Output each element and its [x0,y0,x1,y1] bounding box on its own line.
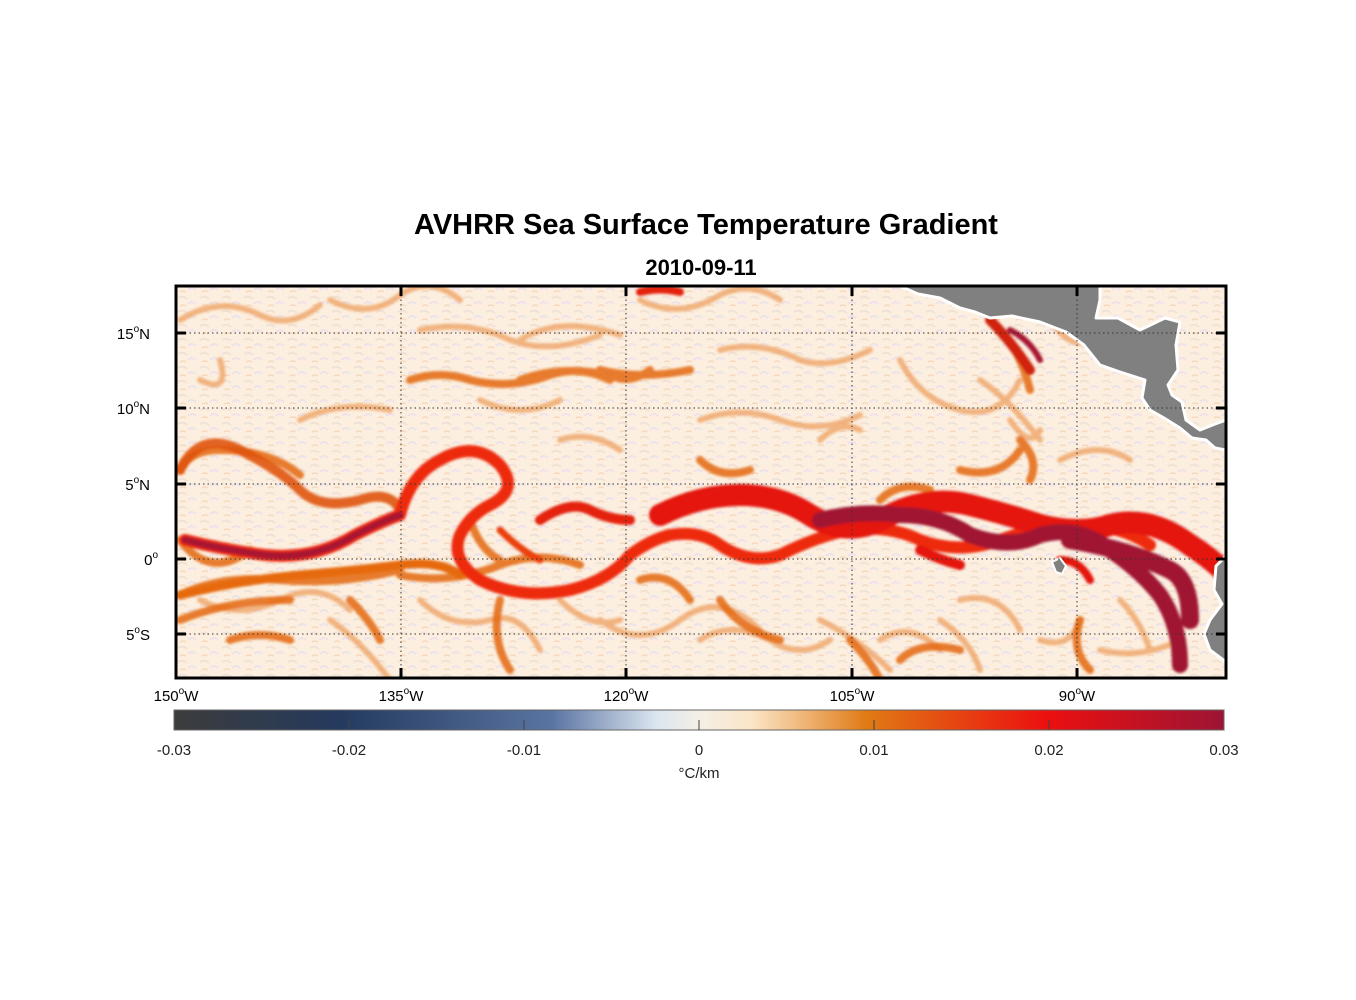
lon-tick-labels: 150oW 135oW 120oW 105oW 90oW [154,686,1096,705]
lat-tick-label: 10oN [117,399,150,418]
map-frame [174,284,1228,680]
colorbar-tick-label: -0.02 [332,742,366,759]
colorbar-tick-label: 0.02 [1034,742,1063,759]
central-america-land [898,286,1226,452]
lat-tick-label: 0o [144,550,158,569]
colorbar-tick-label: -0.01 [507,742,541,759]
map-panel [176,286,1226,678]
lon-tick-label: 90oW [1059,686,1096,705]
lat-tick-labels: 15oN 10oN 5oN 0o 5oS [117,324,159,644]
chart-subtitle: 2010-09-11 [645,255,756,280]
colorbar-tick-label: 0.03 [1209,742,1238,759]
lon-tick-label: 150oW [154,686,200,705]
lon-tick-label: 135oW [379,686,425,705]
colorbar-tick-label: 0 [695,742,703,759]
map-frame-ticks [176,286,1226,678]
lon-tick-label: 105oW [830,686,876,705]
colorbar-units-label: °C/km [679,765,720,782]
colorbar-tick-label: 0.01 [859,742,888,759]
lon-tick-label: 120oW [604,686,650,705]
lat-tick-label: 5oN [125,475,150,494]
colorbar-tick-label: -0.03 [157,742,191,759]
colorbar: -0.03 -0.02 -0.01 0 0.01 0.02 0.03 °C/km [157,709,1239,782]
chart-title: AVHRR Sea Surface Temperature Gradient [414,209,998,241]
colorbar-ticks [348,720,1050,730]
lat-tick-label: 5oS [126,625,150,644]
lat-tick-label: 15oN [117,324,150,343]
